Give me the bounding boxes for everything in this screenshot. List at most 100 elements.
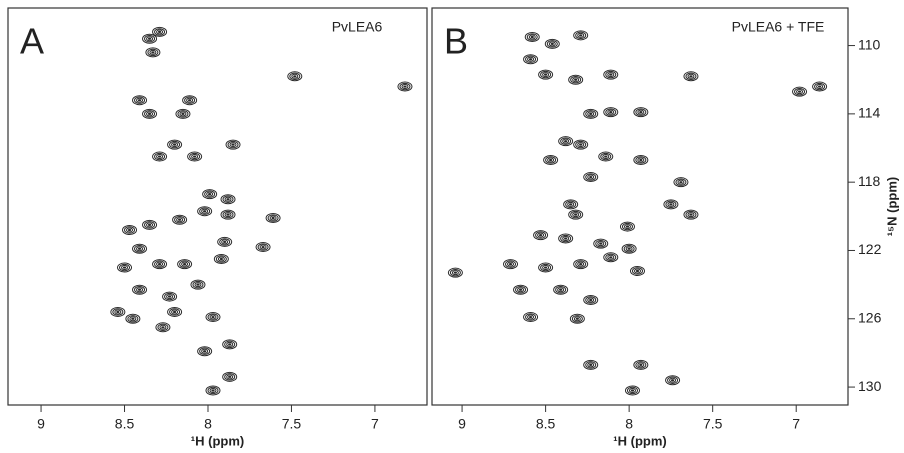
contour	[663, 199, 679, 210]
peak-core	[157, 263, 162, 266]
contour	[685, 72, 697, 81]
y-tick-label: 110	[858, 36, 881, 52]
peak-core	[538, 234, 543, 237]
contour	[226, 341, 234, 347]
contour	[633, 107, 649, 118]
contour	[623, 224, 631, 230]
peak-core	[689, 213, 693, 216]
peak	[145, 47, 161, 58]
peak	[583, 294, 599, 305]
peak	[568, 209, 584, 220]
contour	[685, 210, 697, 219]
contour	[204, 190, 216, 198]
peak-core	[635, 269, 640, 273]
contour	[222, 339, 238, 350]
contour	[169, 308, 181, 316]
contour	[144, 35, 156, 43]
peak-core	[797, 90, 802, 93]
contour	[142, 33, 158, 44]
peak	[603, 107, 619, 118]
contour	[515, 286, 527, 294]
x-tick-label: 7	[371, 416, 379, 432]
peak	[523, 54, 539, 65]
peak	[673, 177, 689, 188]
peak-core	[403, 85, 407, 88]
peak-core	[589, 363, 593, 366]
contour	[527, 56, 535, 62]
contour	[524, 32, 540, 43]
peak-core	[627, 247, 631, 250]
contour	[134, 96, 146, 104]
contour	[112, 308, 124, 316]
contour	[667, 201, 675, 207]
contour	[542, 265, 550, 271]
x-tick-label: 7.5	[282, 416, 302, 432]
contour	[587, 174, 595, 180]
contour	[605, 70, 617, 79]
contour	[605, 108, 617, 116]
peak-core	[167, 295, 172, 298]
contour	[683, 71, 699, 82]
contour	[269, 215, 277, 221]
contour	[162, 291, 178, 302]
contour	[152, 259, 168, 270]
contour	[154, 152, 166, 161]
peak	[255, 242, 271, 253]
peak-core	[589, 112, 593, 115]
contour	[573, 30, 589, 41]
contour	[523, 312, 539, 323]
peak	[619, 221, 635, 232]
peak	[167, 306, 183, 317]
contour	[794, 87, 806, 96]
y-tick-label: 126	[858, 309, 882, 325]
panel-title: PvLEA6 + TFE	[732, 19, 825, 35]
peak-core	[116, 310, 120, 314]
contour	[209, 387, 217, 393]
contour	[540, 263, 552, 272]
contour	[633, 268, 641, 274]
contour	[147, 48, 159, 57]
peak	[197, 206, 213, 217]
contour	[205, 312, 221, 323]
contour	[397, 81, 413, 92]
contour	[626, 386, 638, 395]
contour	[572, 212, 580, 218]
peak	[213, 254, 229, 265]
peak-core	[630, 389, 635, 392]
peak	[397, 81, 413, 92]
contour	[255, 242, 271, 253]
peak	[202, 189, 218, 200]
peak-core	[575, 317, 579, 320]
contour	[637, 109, 645, 115]
peak-core	[188, 99, 192, 102]
contour	[570, 210, 582, 219]
peak-core	[228, 343, 232, 346]
peak-core	[550, 42, 554, 45]
contour	[136, 287, 144, 293]
contour	[265, 213, 281, 224]
contour	[577, 261, 585, 267]
peak-core	[579, 143, 583, 146]
peak-core	[579, 263, 583, 266]
contour	[159, 324, 167, 330]
contour	[199, 207, 211, 215]
contour	[199, 347, 211, 355]
peak	[172, 214, 188, 225]
peak	[568, 74, 584, 85]
contour	[217, 236, 233, 247]
peak-core	[193, 155, 197, 158]
contour	[187, 151, 203, 162]
peak-core	[147, 223, 152, 226]
contour	[182, 95, 198, 106]
peak-core	[157, 30, 162, 34]
contour	[175, 108, 191, 119]
peak	[633, 154, 649, 165]
contour	[154, 260, 166, 268]
peak-core	[196, 283, 200, 286]
contour	[631, 267, 643, 275]
peak	[167, 139, 183, 150]
y-axis-label: ¹⁵N (ppm)	[884, 177, 899, 237]
contour	[215, 255, 227, 263]
peak-core	[549, 158, 553, 162]
contour	[224, 340, 236, 349]
